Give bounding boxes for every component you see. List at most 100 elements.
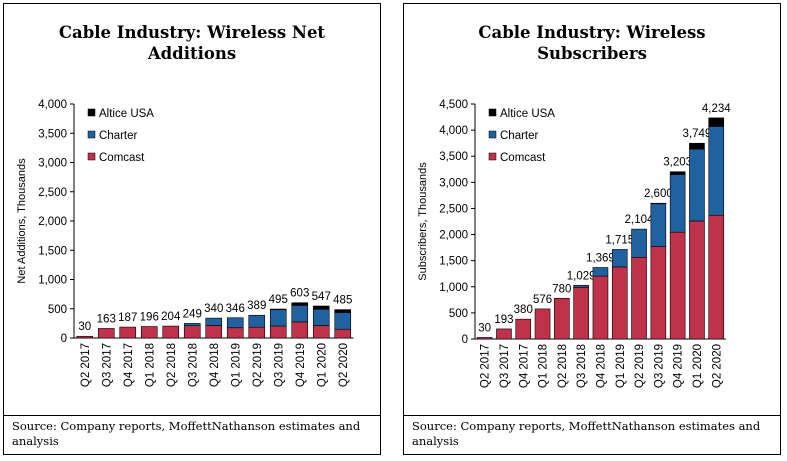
source-note: Source: Company reports, MoffettNathanso… [4, 415, 380, 455]
x-tick-label: Q1 2020 [692, 344, 704, 388]
legend-swatch [87, 152, 96, 161]
bar-charter [334, 312, 352, 330]
x-tick-label: Q2 2018 [166, 343, 178, 387]
x-tick-label: Q3 2017 [101, 343, 113, 387]
legend-label: Charter [99, 130, 138, 142]
y-tick-label: 3,500 [38, 128, 67, 140]
bar-charter [669, 174, 686, 233]
bar-comcast [554, 297, 570, 340]
bar-comcast [334, 328, 352, 339]
y-tick-label: 0 [462, 334, 468, 346]
x-tick-label: Q4 2019 [673, 344, 685, 388]
data-label: 3,749 [683, 128, 712, 140]
bar-comcast [689, 220, 705, 340]
data-label: 603 [290, 288, 309, 300]
y-tick-label: 2,000 [38, 216, 67, 228]
legend-swatch [87, 108, 96, 117]
source-note: Source: Company reports, MoffettNathanso… [404, 415, 780, 455]
bar-altice-usa [334, 309, 352, 313]
y-tick-label: 1,000 [439, 282, 468, 294]
data-label: 187 [118, 312, 137, 324]
data-label: 204 [161, 311, 181, 323]
x-tick-label: Q1 2019 [230, 343, 242, 387]
bar-altice-usa [708, 117, 725, 127]
bar-comcast [226, 327, 244, 339]
bar-comcast [269, 325, 287, 339]
legend-label: Altice USA [500, 108, 555, 120]
bar-altice-usa [669, 171, 686, 175]
legend-label: Charter [500, 130, 539, 142]
x-tick-label: Q2 2019 [634, 344, 646, 388]
bar-charter [592, 267, 609, 277]
data-label: 193 [494, 314, 513, 326]
data-label: 249 [183, 308, 202, 320]
y-tick-label: 2,500 [439, 203, 468, 215]
bar-comcast [534, 308, 551, 340]
chart-title: Cable Industry: Wireless Net Additions [58, 23, 326, 63]
y-tick-label: 4,000 [439, 125, 468, 137]
bar-comcast [669, 231, 686, 340]
data-label: 163 [97, 313, 116, 325]
y-tick-label: 2,000 [439, 230, 468, 242]
y-tick-label: 1,500 [439, 256, 468, 268]
data-label: 495 [269, 294, 288, 306]
data-label: 1,715 [605, 234, 634, 246]
legend-label: Comcast [500, 152, 546, 164]
y-tick-label: 1,000 [38, 275, 67, 287]
bar-comcast [183, 325, 201, 339]
data-label: 1,029 [567, 270, 596, 282]
data-label: 1,369 [586, 253, 615, 265]
x-tick-label: Q2 2020 [338, 343, 350, 387]
data-label: 340 [204, 303, 223, 315]
x-tick-label: Q2 2018 [557, 344, 569, 388]
legend-label: Comcast [99, 152, 145, 164]
y-axis-title: Subscribers, Thousands [417, 162, 429, 281]
bar-comcast [205, 325, 223, 339]
data-label: 576 [533, 294, 552, 306]
x-tick-label: Q1 2018 [538, 344, 550, 388]
y-tick-label: 3,000 [439, 177, 468, 189]
data-label: 3,203 [663, 157, 692, 169]
data-label: 547 [312, 291, 331, 303]
bar-charter [183, 323, 201, 327]
x-tick-label: Q4 2018 [209, 343, 221, 387]
y-tick-label: 4,000 [38, 99, 67, 111]
x-tick-label: Q4 2017 [123, 343, 135, 387]
x-tick-label: Q1 2018 [144, 343, 156, 387]
x-tick-label: Q4 2018 [595, 344, 607, 388]
bar-altice-usa [650, 202, 667, 205]
x-tick-label: Q1 2019 [615, 344, 627, 388]
bar-comcast [312, 325, 330, 339]
data-label: 30 [478, 322, 491, 334]
data-label: 2,600 [644, 188, 673, 200]
x-tick-label: Q2 2017 [480, 344, 492, 388]
y-axis-title: Net Additions, Thousands [16, 158, 28, 284]
y-tick-label: 2,500 [38, 187, 67, 199]
bar-comcast [476, 337, 493, 340]
bar-charter [248, 314, 266, 328]
y-tick-label: 500 [48, 304, 67, 316]
legend-swatch [488, 108, 497, 117]
y-tick-label: 0 [61, 333, 67, 345]
bar-charter [631, 228, 647, 258]
bar-charter [689, 148, 705, 222]
legend-swatch [488, 152, 497, 161]
chart-title: Cable Industry: Wireless Subscribers [478, 23, 706, 63]
bar-comcast [119, 326, 137, 339]
bar-altice-usa [269, 308, 287, 310]
y-tick-label: 3,500 [439, 151, 468, 163]
data-label: 346 [226, 303, 245, 315]
y-tick-label: 4,500 [439, 99, 468, 111]
y-tick-label: 3,000 [38, 158, 67, 170]
x-tick-label: Q3 2018 [187, 343, 199, 387]
bar-charter [226, 317, 244, 329]
x-tick-label: Q3 2019 [273, 343, 285, 387]
bar-comcast [573, 286, 589, 340]
bar-comcast [611, 266, 628, 340]
bar-comcast [97, 328, 115, 339]
bar-comcast [162, 325, 180, 339]
data-label: 380 [514, 304, 533, 316]
data-label: 780 [552, 283, 571, 295]
x-tick-label: Q3 2017 [499, 344, 511, 388]
data-label: 4,234 [702, 103, 731, 115]
